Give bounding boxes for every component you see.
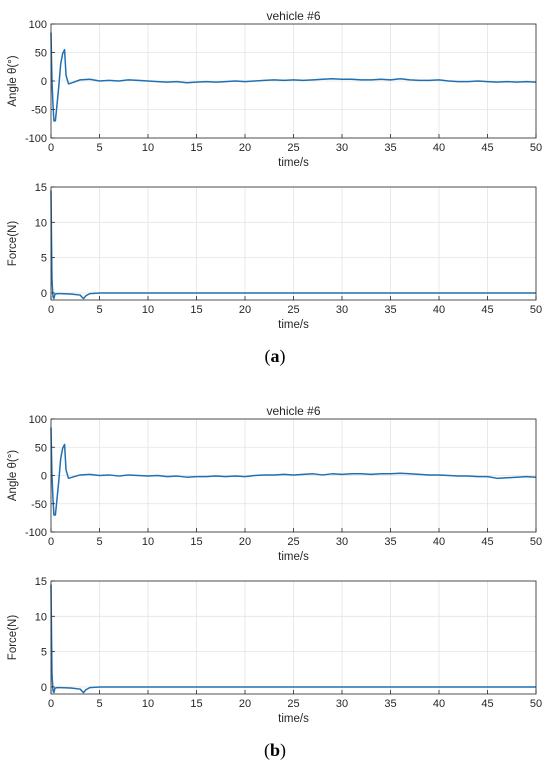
x-tick-label: 50 (530, 304, 542, 316)
x-tick-label: 10 (142, 698, 154, 710)
x-tick-label: 50 (530, 698, 542, 710)
x-tick-label: 0 (48, 304, 54, 316)
y-tick-label: 100 (29, 19, 47, 31)
y-tick-label: 15 (35, 576, 47, 588)
x-tick-label: 35 (384, 304, 396, 316)
x-tick-label: 30 (336, 698, 348, 710)
y-tick-label: 50 (35, 442, 47, 454)
series-line-1 (50, 32, 537, 122)
y-tick-label: 0 (41, 76, 47, 88)
x-tick-label: 15 (190, 536, 202, 548)
x-tick-label: 35 (384, 142, 396, 154)
y-tick-label: -100 (25, 527, 47, 539)
y-axis-label: Force(N) (7, 221, 19, 267)
chart-panel-1: 0 5 10 15 20 25 30 35 40 45 50 -100 -50 0 50 100 time/s A… (7, 9, 542, 169)
x-tick-label: 15 (190, 304, 202, 316)
x-tick-label: 45 (481, 304, 493, 316)
x-tick-label: 25 (287, 698, 299, 710)
x-tick-label: 0 (48, 698, 54, 710)
x-tick-label: 50 (530, 536, 542, 548)
series-line-1 (50, 427, 537, 516)
x-tick-label: 20 (239, 536, 251, 548)
x-tick-label: 30 (336, 304, 348, 316)
x-axis-label: time/s (278, 713, 309, 725)
x-axis-label: time/s (278, 551, 309, 563)
x-tick-label: 40 (433, 698, 445, 710)
x-tick-label: 20 (239, 304, 251, 316)
x-tick-label: 0 (48, 142, 54, 154)
x-tick-label: 5 (96, 304, 102, 316)
x-tick-label: 15 (190, 698, 202, 710)
y-tick-label: -100 (25, 133, 47, 145)
chart-title: vehicle #6 (266, 9, 320, 23)
chart-panel-2: 0 5 10 15 20 25 30 35 40 45 50 0 5 10 15 time/s Force(N) (7, 182, 542, 331)
caption-a-label: a (270, 346, 280, 366)
series-line-1 (50, 584, 536, 694)
x-tick-label: 30 (336, 536, 348, 548)
y-axis-label: Angle θ(°) (7, 450, 19, 501)
x-axis-label: time/s (278, 157, 309, 169)
y-tick-label: 5 (41, 647, 47, 659)
y-tick-label: 0 (41, 288, 47, 300)
x-tick-label: 45 (481, 536, 493, 548)
x-tick-label: 25 (287, 142, 299, 154)
y-tick-label: 10 (35, 217, 47, 229)
x-tick-label: 30 (336, 142, 348, 154)
caption-b: (b) (263, 740, 286, 760)
x-tick-label: 10 (142, 304, 154, 316)
chart-panel-3: 0 5 10 15 20 25 30 35 40 45 50 -100 -50 0 50 100 time/s A… (7, 404, 542, 563)
y-tick-label: -50 (31, 105, 47, 117)
x-tick-label: 45 (481, 142, 493, 154)
y-axis-label: Force(N) (7, 615, 19, 661)
y-tick-label: 0 (41, 471, 47, 483)
x-tick-label: 5 (96, 698, 102, 710)
chart-title: vehicle #6 (266, 404, 320, 418)
y-tick-label: 50 (35, 48, 47, 60)
x-tick-label: 10 (142, 142, 154, 154)
y-tick-label: 0 (41, 682, 47, 694)
y-axis-label: Angle θ(°) (7, 55, 19, 106)
caption-b-label: b (269, 740, 280, 760)
x-tick-label: 50 (530, 142, 542, 154)
chart-panel-4: 0 5 10 15 20 25 30 35 40 45 50 0 5 10 15 time/s Force(N) (7, 576, 542, 725)
x-tick-label: 25 (287, 536, 299, 548)
x-tick-label: 10 (142, 536, 154, 548)
x-tick-label: 5 (96, 142, 102, 154)
x-tick-label: 40 (433, 142, 445, 154)
x-tick-label: 35 (384, 698, 396, 710)
y-tick-label: 100 (29, 414, 47, 426)
x-tick-label: 25 (287, 304, 299, 316)
x-tick-label: 40 (433, 304, 445, 316)
y-tick-label: 10 (35, 611, 47, 623)
y-tick-label: 15 (35, 182, 47, 194)
series-line-1 (50, 190, 536, 300)
y-tick-label: 5 (41, 253, 47, 265)
x-tick-label: 5 (96, 536, 102, 548)
x-tick-label: 45 (481, 698, 493, 710)
x-tick-label: 40 (433, 536, 445, 548)
y-tick-label: -50 (31, 499, 47, 511)
caption-a: (a) (264, 346, 286, 366)
x-tick-label: 0 (48, 536, 54, 548)
x-tick-label: 20 (239, 698, 251, 710)
x-tick-label: 35 (384, 536, 396, 548)
x-tick-label: 20 (239, 142, 251, 154)
x-tick-label: 15 (190, 142, 202, 154)
x-axis-label: time/s (278, 319, 309, 331)
